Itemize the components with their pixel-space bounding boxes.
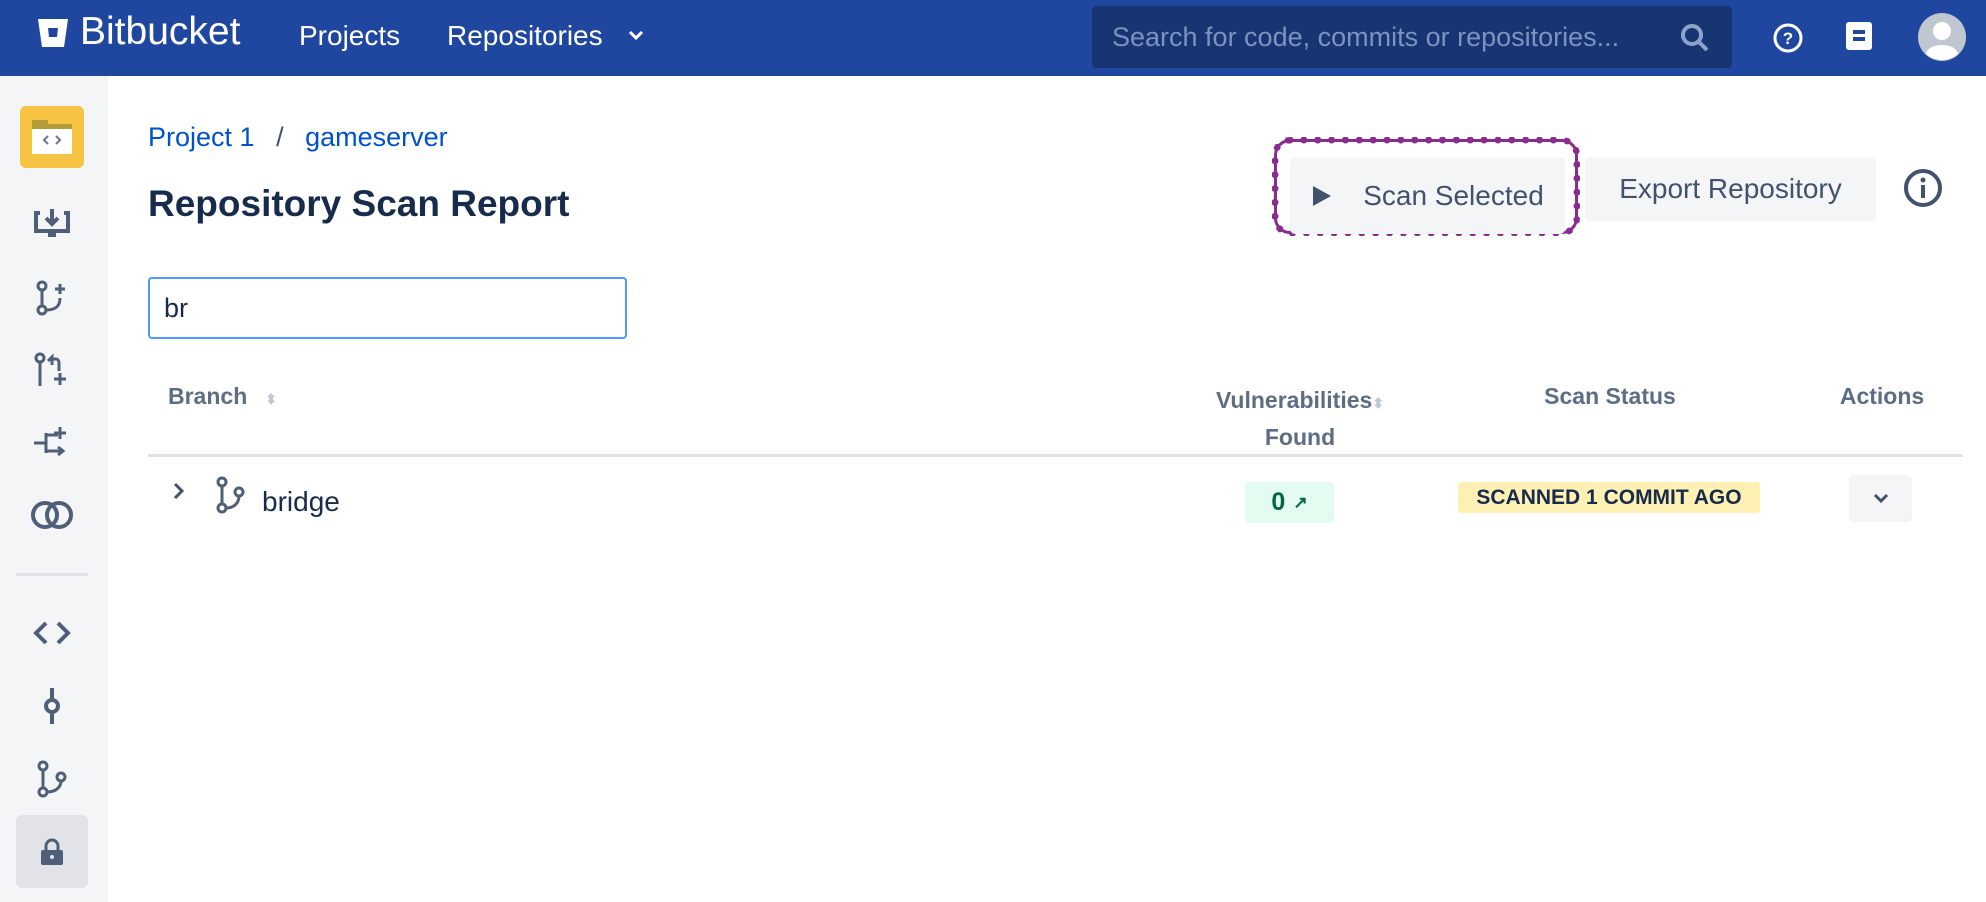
search-input[interactable] (1112, 18, 1672, 56)
nav-projects[interactable]: Projects (299, 20, 401, 51)
expand-chevron-icon[interactable] (172, 482, 186, 500)
page-title: Repository Scan Report (148, 183, 570, 224)
row-actions-dropdown[interactable] (1849, 475, 1912, 522)
info-icon[interactable] (1903, 168, 1943, 208)
sidebar-item-create-fork[interactable] (22, 419, 82, 467)
sidebar-item-security[interactable] (16, 815, 88, 888)
branch-name[interactable]: bridge (262, 486, 340, 517)
branches-icon (37, 760, 67, 798)
breadcrumb-separator: / (276, 122, 284, 152)
avatar[interactable] (1917, 12, 1967, 62)
chevron-down-icon (1873, 493, 1888, 503)
help-icon[interactable]: ? (1772, 22, 1804, 54)
top-nav: Bitbucket Projects Repositories ? (0, 0, 1986, 76)
create-branch-icon (36, 280, 65, 316)
notes-icon[interactable] (1845, 21, 1873, 53)
nav-repositories[interactable]: Repositories (447, 20, 603, 51)
compare-icon (31, 501, 73, 529)
project-avatar[interactable] (20, 106, 84, 168)
brand-name[interactable]: Bitbucket (80, 10, 241, 53)
scan-status-lozenge: SCANNED 1 COMMIT AGO (1458, 482, 1760, 513)
external-link-icon: ↗ (1293, 492, 1308, 512)
repository-icon (32, 120, 72, 154)
search-icon[interactable] (1680, 23, 1710, 53)
vulnerabilities-badge[interactable]: 0 ↗ (1245, 482, 1334, 523)
export-repository-button[interactable]: Export Repository (1585, 157, 1876, 221)
sidebar-item-compare[interactable] (22, 491, 82, 539)
sidebar-divider (16, 573, 88, 576)
fork-icon (34, 427, 66, 457)
sidebar (0, 76, 108, 902)
vulnerability-count: 0 (1271, 488, 1286, 516)
branch-filter-input[interactable] (148, 277, 627, 339)
sidebar-item-source[interactable] (22, 609, 82, 657)
column-header-actions: Actions (1839, 383, 1925, 409)
table-header-divider (148, 454, 1963, 457)
column-header-vulnerabilities[interactable]: Vulnerabilities⬍ Found (1200, 383, 1400, 454)
commit-icon (44, 688, 60, 724)
sidebar-item-branches[interactable] (22, 755, 82, 803)
breadcrumb-repo[interactable]: gameserver (305, 122, 448, 152)
sidebar-item-clone[interactable] (22, 201, 82, 249)
play-icon (1313, 185, 1332, 206)
pull-request-icon (34, 352, 66, 386)
chevron-down-icon[interactable] (628, 30, 644, 42)
global-search[interactable] (1092, 6, 1732, 68)
source-icon (33, 621, 71, 645)
column-header-branch[interactable]: Branch ⬍ (168, 383, 277, 410)
table-row: bridge 0 ↗ SCANNED 1 COMMIT AGO (148, 460, 1963, 540)
sort-icon[interactable]: ⬍ (265, 391, 277, 407)
scan-selected-label: Scan Selected (1363, 179, 1544, 211)
sidebar-item-commits[interactable] (22, 682, 82, 730)
breadcrumb: Project 1 / gameserver (148, 122, 448, 153)
vuln-header-line1: Vulnerabilities (1215, 387, 1373, 413)
sidebar-item-create-pull-request[interactable] (22, 347, 82, 395)
sort-icon[interactable]: ⬍ (1372, 395, 1385, 411)
lock-icon (41, 838, 63, 865)
clone-icon (34, 209, 70, 237)
scan-selected-button[interactable]: Scan Selected (1290, 157, 1565, 234)
breadcrumb-project[interactable]: Project 1 (148, 122, 255, 152)
sidebar-item-create-branch[interactable] (22, 274, 82, 322)
bitbucket-logo-icon (38, 19, 68, 47)
branch-icon (216, 476, 245, 514)
svg-text:?: ? (1783, 29, 1793, 48)
vuln-header-line2: Found (1264, 424, 1336, 450)
column-header-scan-status: Scan Status (1544, 383, 1676, 409)
branch-header-label: Branch (168, 383, 248, 409)
